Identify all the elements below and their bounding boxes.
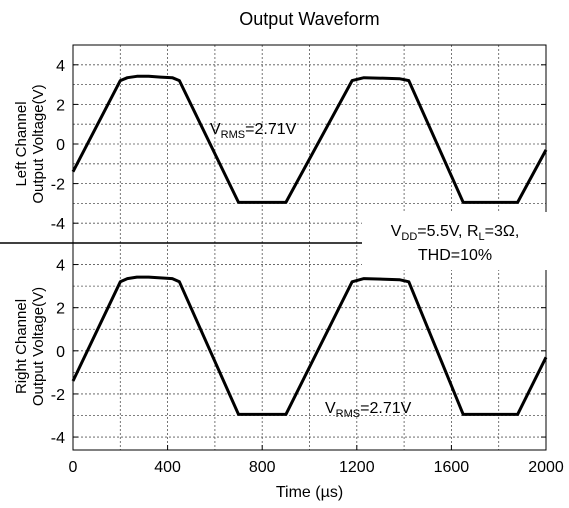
- waveform-line: [71, 74, 548, 204]
- y-tick-label: -2: [51, 387, 65, 404]
- condition-line-1: VDD=5.5V, RL=3Ω,: [391, 223, 520, 243]
- vrms-rest: =2.71V: [245, 121, 296, 138]
- x-tick-label: 400: [154, 459, 181, 476]
- y-tick-label: 2: [56, 301, 65, 318]
- y-axis-title-line: Left Channel: [13, 101, 30, 186]
- y-axis-title-line: Right Channel: [13, 299, 30, 394]
- y-tick-label: 0: [56, 137, 65, 154]
- vrms-sub: RMS: [221, 129, 245, 141]
- condition-part: V: [391, 223, 402, 240]
- y-axis-title: Left ChannelOutput Voltage(V): [13, 84, 47, 203]
- y-axis-title-line: Output Voltage(V): [30, 84, 47, 203]
- vrms-sub: RMS: [336, 408, 360, 420]
- x-tick-label: 800: [249, 459, 276, 476]
- waveform-line: [71, 275, 548, 416]
- condition-line-2: THD=10%: [418, 247, 492, 264]
- y-axis-title: Right ChannelOutput Voltage(V): [13, 287, 47, 406]
- y-tick-label: 4: [56, 58, 65, 75]
- condition-part: =5.5V, R: [417, 223, 478, 240]
- x-tick-label: 0: [69, 459, 78, 476]
- y-tick-label: 4: [56, 258, 65, 275]
- chart-title: Output Waveform: [239, 9, 379, 29]
- vrms-base: V: [325, 400, 336, 417]
- y-axis-title-line: Output Voltage(V): [30, 287, 47, 406]
- x-tick-label: 2000: [528, 459, 564, 476]
- vrms-base: V: [210, 121, 221, 138]
- y-tick-label: -4: [51, 216, 65, 233]
- y-tick-label: 0: [56, 344, 65, 361]
- vrms-annotation: VRMS=2.71V: [325, 400, 412, 420]
- condition-part: L: [479, 231, 485, 243]
- x-tick-label: 1200: [339, 459, 375, 476]
- vrms-annotation: VRMS=2.71V: [210, 121, 297, 141]
- vrms-rest: =2.71V: [360, 400, 411, 417]
- condition-box: [362, 212, 548, 270]
- condition-part: DD: [401, 231, 417, 243]
- y-tick-label: 2: [56, 97, 65, 114]
- x-tick-label: 1600: [434, 459, 470, 476]
- y-tick-label: -2: [51, 177, 65, 194]
- condition-part: =3Ω,: [485, 223, 520, 240]
- y-tick-label: -4: [51, 430, 65, 447]
- x-axis-title: Time (µs): [276, 484, 343, 501]
